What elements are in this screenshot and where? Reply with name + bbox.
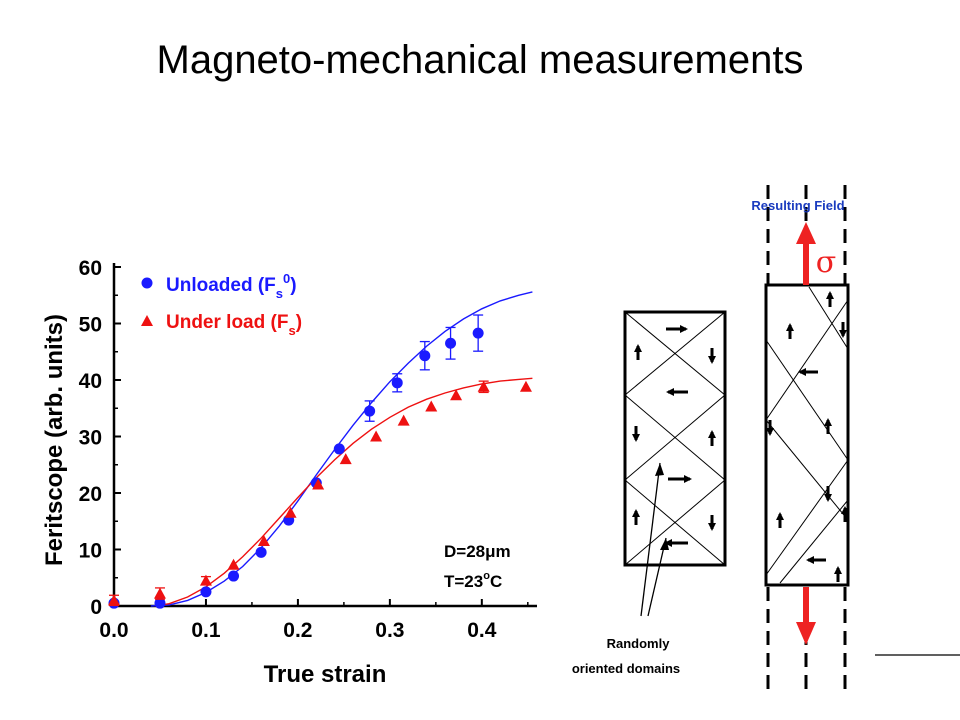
legend-marker-unloaded — [141, 277, 153, 289]
domain-arrow-icon — [839, 322, 847, 338]
pointer-line-2 — [647, 537, 667, 617]
stressed-specimen-box — [764, 283, 850, 587]
domain-boundaries — [624, 311, 726, 566]
data-point-underload — [339, 453, 352, 465]
domain-arrow-icon — [786, 323, 794, 339]
annotation-temperature: T=23oC — [444, 570, 502, 591]
x-axis-label: True strain — [264, 661, 387, 688]
domain-arrow-icon — [708, 348, 716, 364]
annotation-diameter: D=28μm — [444, 542, 511, 561]
domain-arrow-icon — [841, 506, 849, 522]
y-tick-label: 0 — [90, 596, 102, 619]
domain-arrow-icon — [824, 418, 832, 434]
data-point-underload — [108, 594, 120, 606]
domain-arrow-icon — [668, 475, 692, 483]
legend: Unloaded (Fs0) Under load (Fs) — [141, 271, 302, 338]
domain-arrow-icon — [666, 325, 688, 333]
legend-label-unloaded: Unloaded (Fs0) — [166, 271, 297, 301]
data-point-unloaded — [200, 586, 212, 598]
data-point-underload — [519, 380, 532, 392]
y-axis-ticks: 0 10 20 30 40 50 60 — [79, 257, 121, 619]
data-point-unloaded — [472, 327, 484, 339]
domain-arrow-icon — [826, 291, 834, 307]
domain-arrow-icon — [708, 430, 716, 446]
x-tick-label: 0.2 — [283, 619, 312, 642]
y-tick-label: 60 — [79, 257, 102, 280]
domain-arrow-icon — [834, 566, 842, 582]
data-point-underload — [425, 400, 438, 412]
random-label-line2: oriented domains — [572, 661, 680, 676]
y-axis-label: Feritscope (arb. units) — [41, 314, 68, 566]
data-point-unloaded — [154, 597, 166, 609]
fit-curve-unloaded — [150, 291, 533, 607]
pointer-head-2 — [660, 538, 669, 550]
data-point-underload — [284, 506, 297, 518]
domain-arrow-icon — [824, 486, 832, 502]
stressed-domains-diagram: Resulting Field σ — [751, 185, 960, 690]
domain-arrow-icon — [632, 509, 640, 525]
data-marks — [108, 314, 532, 609]
y-tick-label: 20 — [79, 483, 102, 506]
domain-arrow-icon — [632, 426, 640, 442]
random-domains-box — [623, 310, 727, 567]
domain-arrow-icon — [666, 388, 688, 396]
data-point-unloaded — [391, 377, 403, 389]
sigma-symbol: σ — [816, 245, 836, 280]
domain-arrow-icon — [766, 420, 774, 436]
data-point-underload — [257, 535, 270, 547]
data-point-underload — [450, 389, 463, 401]
x-axis-ticks: 0.0 0.1 0.2 0.3 0.4 — [99, 599, 529, 642]
data-point-underload — [312, 478, 325, 490]
random-domains-diagram: Randomly oriented domains — [572, 310, 727, 676]
right-domain-arrows — [766, 291, 849, 582]
data-point-unloaded — [228, 570, 240, 582]
pointer-head-1 — [655, 463, 664, 476]
data-point-underload — [477, 380, 490, 392]
resulting-field-label: Resulting Field — [751, 198, 844, 213]
domain-arrow-icon — [664, 539, 688, 547]
left-domain-arrows — [632, 325, 716, 547]
y-tick-label: 30 — [79, 427, 102, 450]
random-label-line1: Randomly — [607, 636, 671, 651]
domain-arrow-icon — [708, 515, 716, 531]
data-point-underload — [370, 430, 383, 442]
domain-arrow-icon — [806, 556, 826, 564]
pointer-line-1 — [640, 462, 661, 617]
data-point-underload — [227, 558, 240, 570]
stress-arrow-down-icon — [796, 622, 816, 645]
data-point-underload — [153, 587, 166, 599]
data-point-unloaded — [419, 350, 431, 362]
data-point-unloaded — [445, 337, 457, 349]
y-tick-label: 50 — [79, 314, 102, 337]
y-tick-label: 10 — [79, 540, 102, 563]
stressed-domain-boundaries — [765, 286, 849, 584]
data-point-unloaded — [255, 546, 267, 558]
data-point-underload — [199, 574, 212, 586]
domain-arrow-icon — [634, 344, 642, 360]
data-point-underload — [397, 414, 410, 426]
slide-title: Magneto-mechanical measurements — [156, 38, 804, 82]
x-tick-label: 0.0 — [99, 619, 128, 642]
legend-label-underload: Under load (Fs) — [166, 312, 302, 338]
domain-arrow-icon — [798, 368, 818, 376]
data-point-unloaded — [333, 443, 345, 455]
stress-arrow-up-icon — [796, 222, 816, 244]
x-tick-label: 0.3 — [375, 619, 404, 642]
x-tick-label: 0.1 — [191, 619, 221, 642]
legend-marker-underload — [141, 315, 153, 326]
domain-arrow-icon — [776, 512, 784, 528]
x-tick-label: 0.4 — [467, 619, 497, 642]
data-point-unloaded — [364, 405, 376, 417]
y-tick-label: 40 — [79, 370, 102, 393]
